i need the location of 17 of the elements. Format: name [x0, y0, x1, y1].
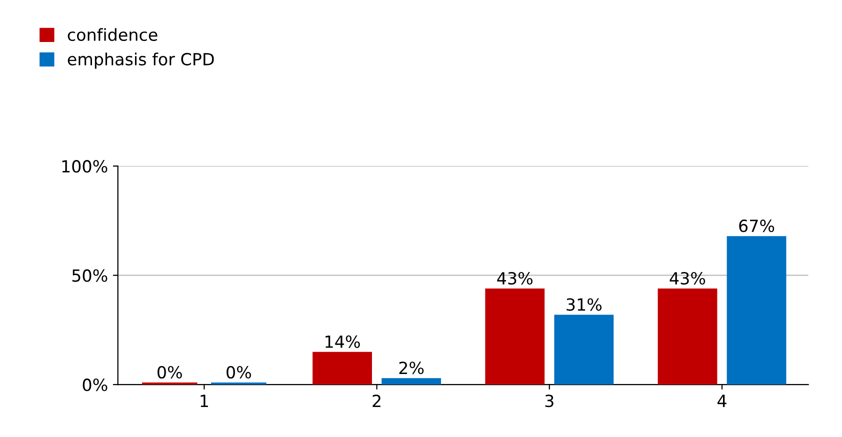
data-label: 2% — [399, 362, 424, 374]
x-tick-label: 4 — [718, 394, 726, 407]
y-tick-label: 100% — [62, 160, 108, 173]
x-tick-label: 1 — [200, 394, 208, 407]
x-tick-label: 2 — [372, 394, 380, 407]
data-label: 43% — [497, 272, 532, 285]
data-label: 0% — [158, 366, 182, 379]
data-label: 31% — [566, 298, 602, 311]
y-tick-label: 50% — [72, 269, 108, 282]
x-tick-label: 3 — [545, 394, 554, 408]
legend-label: emphasis for CPD — [68, 52, 214, 69]
y-tick-label: 0% — [82, 378, 108, 392]
data-label: 14% — [326, 335, 360, 348]
data-label: 43% — [670, 272, 706, 285]
data-label: 67% — [739, 220, 774, 232]
data-label: 0% — [226, 366, 252, 379]
legend-label: confidence — [68, 28, 158, 42]
